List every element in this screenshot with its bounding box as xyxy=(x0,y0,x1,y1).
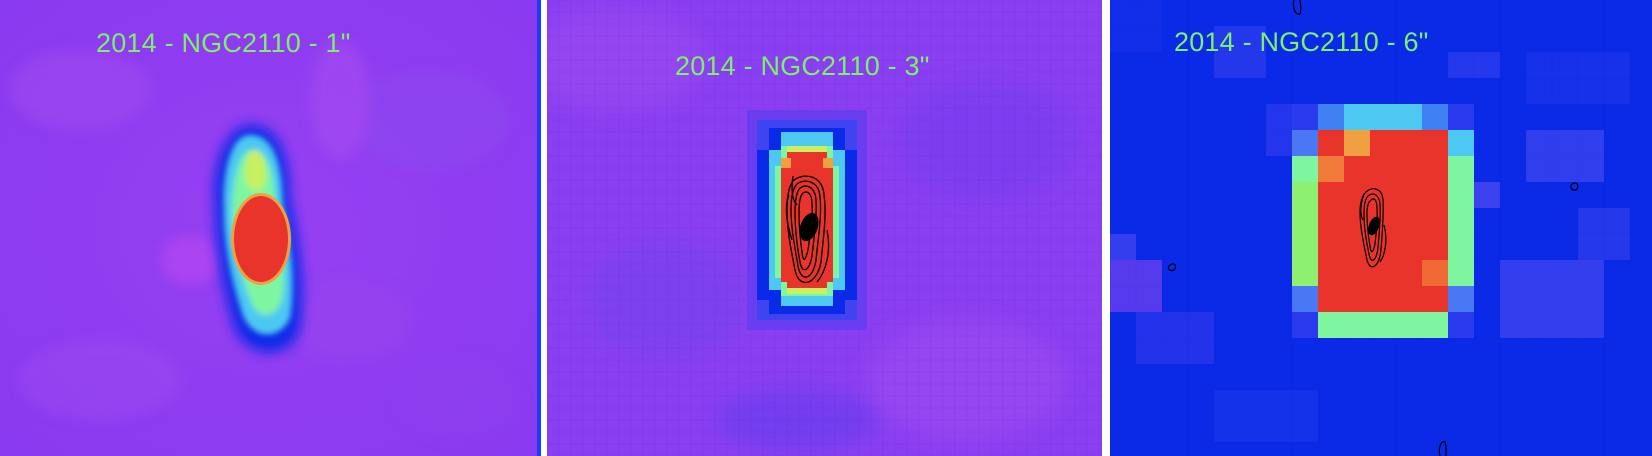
contours-2 xyxy=(785,175,830,283)
source-emission-3 xyxy=(1292,104,1474,338)
source-emission-2 xyxy=(747,110,867,330)
contours-3 xyxy=(1167,0,1579,456)
intensity-map-1 xyxy=(0,0,537,456)
map-panel-6arcsec: 2014 - NGC2110 - 6" xyxy=(1110,0,1652,456)
map-panel-1arcsec: 2014 - NGC2110 - 1" xyxy=(0,0,537,456)
source-emission-1 xyxy=(214,125,302,353)
panel-divider xyxy=(537,0,547,456)
intensity-map-2 xyxy=(547,0,1102,456)
map-panel-3arcsec: 2014 - NGC2110 - 3" xyxy=(547,0,1102,456)
intensity-map-3 xyxy=(1110,0,1652,456)
panel-edge xyxy=(537,0,541,456)
panel-divider xyxy=(1102,0,1110,456)
